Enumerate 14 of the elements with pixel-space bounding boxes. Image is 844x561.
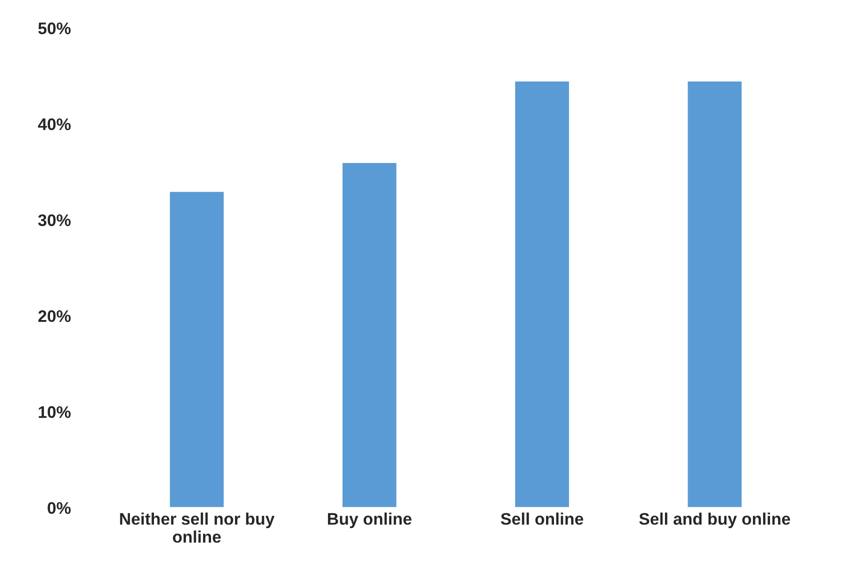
x-tick-label: Neither sell nor buy online [120,512,275,543]
y-tick-label: 40% [38,118,71,130]
bar [341,162,398,508]
bar [686,80,744,508]
y-tick-label: 20% [38,310,71,322]
y-tick-label: 10% [38,406,71,418]
x-tick-label: Buy online [328,512,412,528]
y-tick-label: 30% [38,214,71,226]
bar [168,190,226,508]
x-tick-label: Sell online [500,512,584,525]
y-tick-label: 0% [48,502,71,514]
x-tick-label: Sell and buy online [639,512,790,528]
bar [514,80,570,508]
y-tick-label: 50% [38,22,71,34]
